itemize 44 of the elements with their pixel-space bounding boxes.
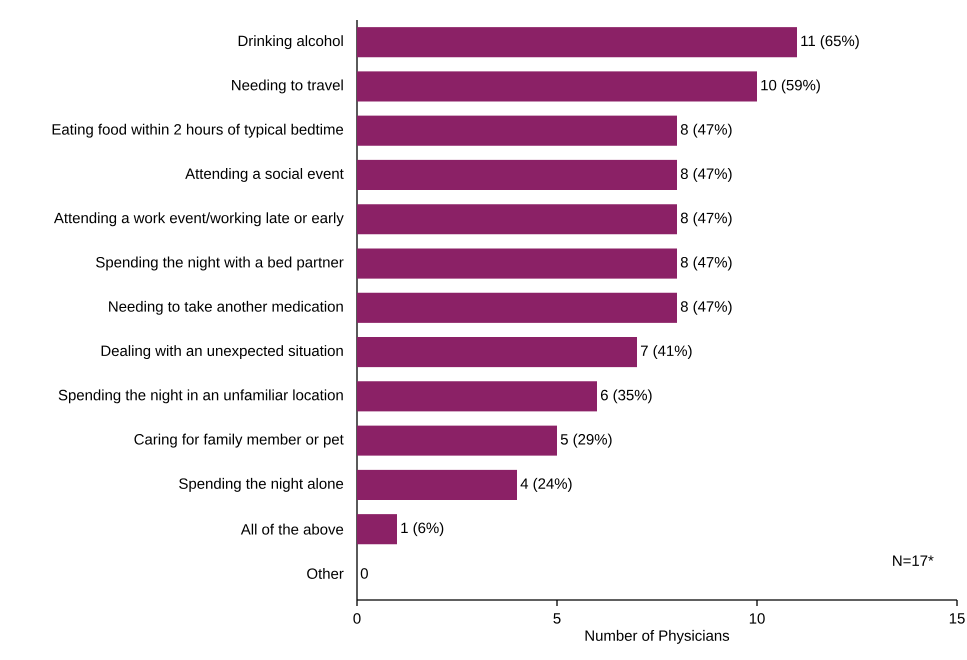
y-tick-label: Attending a work event/working late or early — [54, 212, 344, 226]
bar — [357, 337, 638, 368]
bar — [357, 381, 598, 412]
bar — [357, 426, 558, 456]
data-label: 8 (47%) — [680, 256, 732, 270]
data-label: 1 (6%) — [401, 522, 444, 536]
bar — [357, 160, 678, 190]
data-label: 11 (65%) — [801, 35, 859, 50]
y-tick-label: Needing to travel — [232, 79, 343, 94]
x-tick-label: 15 — [950, 613, 965, 624]
bar — [357, 514, 397, 544]
data-label: 4 (24%) — [520, 478, 572, 492]
y-tick-label: Spending the night in an unfamiliar location — [58, 389, 343, 404]
data-label: 8 (47%) — [680, 212, 732, 226]
x-tick-label: 10 — [750, 613, 765, 624]
data-label: 8 (47%) — [680, 124, 732, 138]
data-label: 5 (29%) — [560, 434, 612, 448]
x-tick-label: 0 — [353, 613, 361, 624]
annotation: N=17* — [893, 556, 934, 566]
bar — [357, 71, 758, 102]
y-tick-label: Needing to take another medication — [109, 300, 343, 315]
y-tick-label: Attending a social event — [185, 168, 344, 182]
data-label: 7 (41%) — [640, 345, 692, 360]
y-tick-label: Spending the night alone — [179, 478, 344, 492]
bar — [357, 116, 678, 146]
y-tick-label: Dealing with an unexpected situation — [102, 345, 343, 360]
bar — [357, 204, 678, 234]
y-tick-label: Caring for family member or pet — [134, 434, 344, 448]
data-label: 10 (59%) — [761, 79, 820, 94]
y-tick-label: All of the above — [240, 524, 344, 535]
y-tick-label: Drinking alcohol — [238, 35, 343, 50]
bar — [357, 470, 518, 500]
data-label: 8 (47%) — [680, 168, 732, 182]
x-axis-title: Number of Physicians — [586, 630, 730, 644]
bar — [357, 27, 798, 58]
y-tick-label: Eating food within 2 hours of typical bedtime — [52, 124, 344, 138]
data-label: 8 (47%) — [680, 300, 732, 315]
bar — [357, 248, 678, 279]
y-tick-label: Other — [307, 568, 344, 579]
bar — [357, 292, 678, 323]
x-tick-label: 5 — [553, 613, 561, 624]
data-label: 0 — [360, 568, 368, 579]
data-label: 6 (35%) — [600, 389, 652, 404]
y-tick-label: Spending the night with a bed partner — [96, 256, 344, 270]
